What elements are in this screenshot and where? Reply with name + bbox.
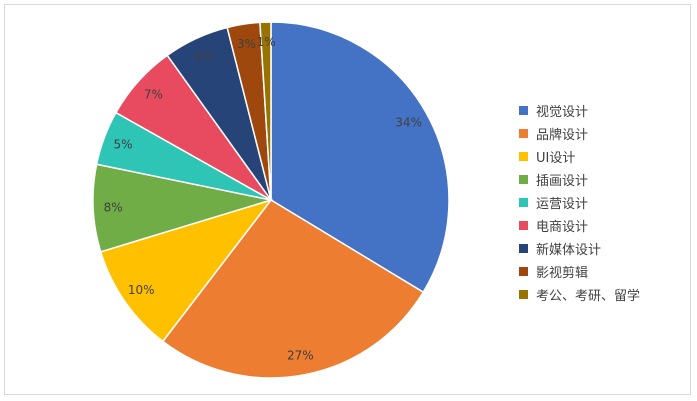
- data-label: 34%: [395, 115, 422, 129]
- pie-slice: [99, 198, 274, 343]
- legend-label: 运营设计: [536, 197, 589, 212]
- legend-label: 品牌设计: [536, 128, 589, 143]
- legend-swatch: [519, 129, 528, 138]
- legend-item: UI设计: [519, 145, 640, 168]
- legend-swatch: [519, 267, 528, 276]
- data-label: 7%: [144, 88, 163, 102]
- data-label: 3%: [237, 37, 256, 51]
- data-label: 8%: [104, 200, 123, 214]
- pie-slice: [161, 199, 425, 379]
- legend-label: 影视剪辑: [536, 266, 589, 281]
- legend-swatch: [519, 106, 528, 115]
- legend-item: 影视剪辑: [519, 260, 640, 283]
- legend-label: 插画设计: [536, 174, 589, 189]
- legend-swatch: [519, 198, 528, 207]
- legend-label: UI设计: [536, 151, 576, 166]
- legend-item: 电商设计: [519, 214, 640, 237]
- legend-swatch: [519, 244, 528, 253]
- data-label: 1%: [257, 35, 276, 49]
- legend-swatch: [519, 175, 528, 184]
- legend-swatch: [519, 290, 528, 299]
- legend-swatch: [519, 152, 528, 161]
- legend-swatch: [519, 221, 528, 230]
- data-label: 5%: [113, 138, 132, 152]
- data-label: 27%: [287, 348, 314, 362]
- legend-item: 考公、考研、留学: [519, 283, 640, 306]
- data-label: 10%: [128, 283, 155, 297]
- legend-label: 视觉设计: [536, 105, 589, 120]
- legend-item: 视觉设计: [519, 99, 640, 122]
- pie-slice: [259, 21, 272, 201]
- legend-label: 新媒体设计: [536, 243, 602, 258]
- legend-item: 新媒体设计: [519, 237, 640, 260]
- legend-item: 运营设计: [519, 191, 640, 214]
- data-label: 6%: [195, 50, 214, 64]
- legend-item: 品牌设计: [519, 122, 640, 145]
- pie-slice: [270, 21, 450, 294]
- chart-legend: 视觉设计品牌设计 UI设计插画设计运营设计电商设计新媒体设计影视剪辑考公、考研、留…: [519, 99, 640, 306]
- legend-label: 考公、考研、留学: [536, 289, 641, 304]
- legend-item: 插画设计: [519, 168, 640, 191]
- legend-label: 电商设计: [536, 220, 589, 235]
